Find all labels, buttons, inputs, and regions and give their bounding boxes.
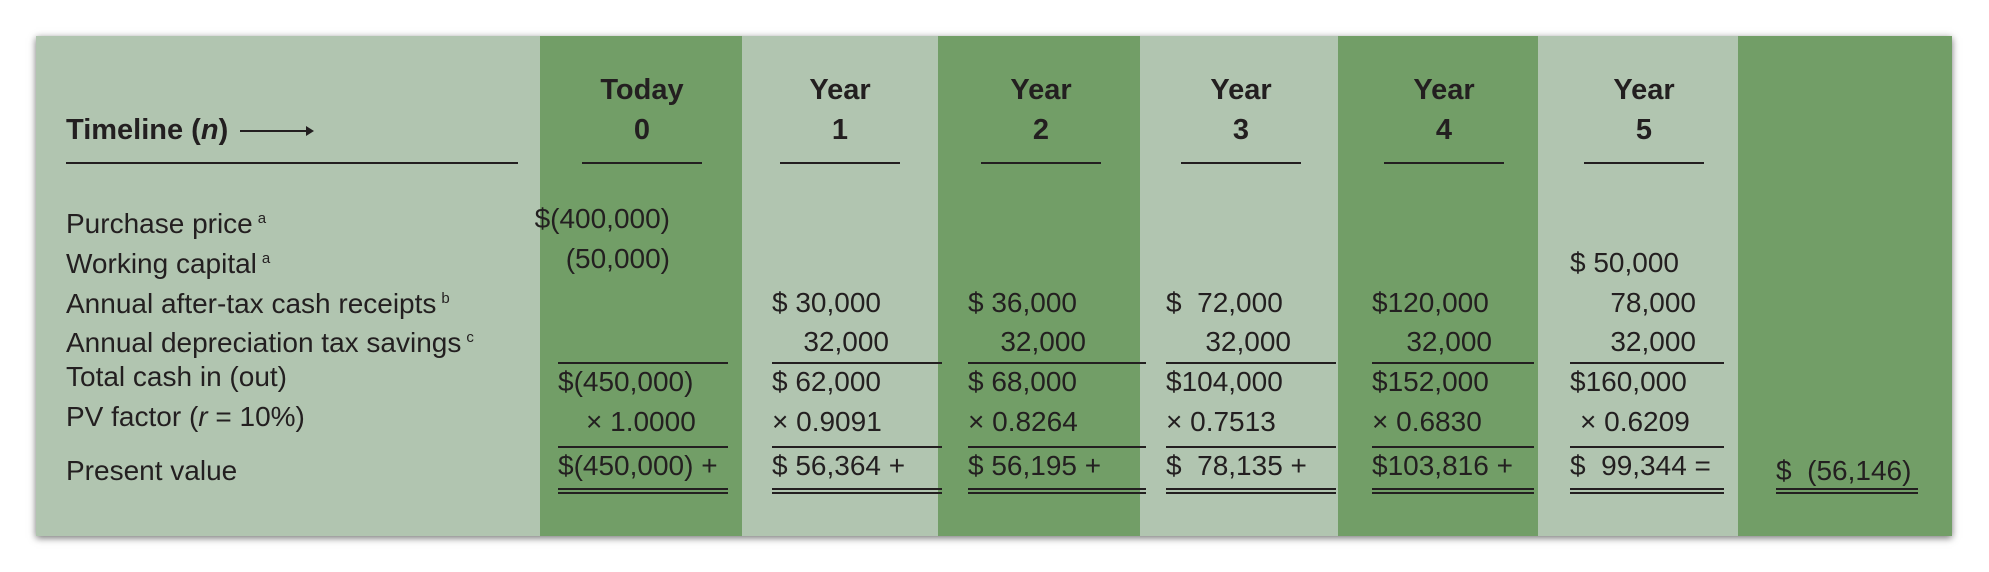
cell-year1-pv-factor: × 0.9091 — [772, 406, 882, 437]
total-double-line-year2 — [968, 488, 1146, 494]
cell-year3-total-cash: $104,000 — [1166, 366, 1283, 397]
column-year2 — [938, 36, 1140, 536]
cell-year1-total-cash: $ 62,000 — [772, 366, 881, 397]
header-year3: Year 3 — [1210, 74, 1272, 146]
pv-line-today — [558, 446, 728, 448]
net-present-value: $ (56,146) — [1776, 455, 1912, 486]
row-label-total-cash: Total cash in (out) — [66, 361, 287, 392]
cell-year5-cash-receipts: 78,000 — [1610, 287, 1696, 318]
subtotal-line-year5 — [1570, 362, 1724, 364]
subtotal-line-year1 — [772, 362, 942, 364]
cell-year1-cash-receipts: $ 30,000 — [772, 287, 881, 318]
cell-year2-pv-factor: × 0.8264 — [968, 406, 1078, 437]
cell-year3-present-value: $ 78,135 + — [1166, 450, 1307, 481]
cell-today-purchase-price: $(400,000) — [534, 203, 670, 234]
column-year1 — [742, 36, 938, 536]
total-double-line-year4 — [1372, 488, 1534, 494]
cell-year3-cash-receipts: $ 72,000 — [1166, 287, 1283, 318]
cell-year1-depreciation: 32,000 — [803, 326, 889, 357]
header-year1: Year 1 — [809, 74, 871, 146]
pv-line-year3 — [1166, 446, 1336, 448]
header-year2: Year 2 — [1010, 74, 1072, 146]
cell-year5-depreciation: 32,000 — [1610, 326, 1696, 357]
cell-today-pv-factor: × 1.0000 — [586, 406, 696, 437]
cell-year2-cash-receipts: $ 36,000 — [968, 287, 1077, 318]
total-double-line-year5 — [1570, 488, 1724, 494]
header-today-underline — [582, 162, 702, 164]
timeline-label: Timeline (n) — [66, 110, 315, 150]
header-year1-underline — [780, 162, 900, 164]
column-today — [540, 36, 742, 536]
cell-today-total-cash: $(450,000) — [558, 366, 694, 397]
column-year4 — [1338, 36, 1538, 536]
cell-year5-pv-factor: × 0.6209 — [1580, 406, 1690, 437]
subtotal-line-year2 — [968, 362, 1146, 364]
row-label-pv-factor: PV factor (r = 10%) — [66, 401, 305, 432]
cell-year3-depreciation: 32,000 — [1205, 326, 1291, 357]
header-year3-underline — [1181, 162, 1301, 164]
total-double-line-today — [558, 488, 728, 494]
cell-year4-total-cash: $152,000 — [1372, 366, 1489, 397]
pv-line-year1 — [772, 446, 942, 448]
cell-year4-present-value: $103,816 + — [1372, 450, 1513, 481]
header-today: Today 0 — [600, 74, 684, 146]
column-npv — [1738, 36, 1952, 536]
header-year5: Year 5 — [1613, 74, 1675, 146]
cell-year5-present-value: $ 99,344 = — [1570, 450, 1711, 481]
header-year5-underline — [1584, 162, 1704, 164]
cell-year3-pv-factor: × 0.7513 — [1166, 406, 1276, 437]
cell-year2-depreciation: 32,000 — [1000, 326, 1086, 357]
row-label-cash-receipts: Annual after-tax cash receipts b — [66, 288, 450, 319]
cell-today-working-capital: (50,000) — [565, 243, 670, 274]
header-year4: Year 4 — [1413, 74, 1475, 146]
subtotal-line-year3 — [1166, 362, 1336, 364]
header-year4-underline — [1384, 162, 1504, 164]
cell-year4-pv-factor: × 0.6830 — [1372, 406, 1482, 437]
cell-year5-working-capital: $ 50,000 — [1570, 247, 1679, 278]
cell-year2-present-value: $ 56,195 + — [968, 450, 1102, 481]
subtotal-line-today — [558, 362, 728, 364]
npv-table-panel: Timeline (n) Today 0 Year 1 Year 2 Year 3 Ye… — [36, 36, 1952, 536]
cell-today-present-value: $(450,000) + — [558, 450, 718, 481]
pv-line-year4 — [1372, 446, 1534, 448]
npv-double-line — [1776, 488, 1918, 494]
total-double-line-year1 — [772, 488, 942, 494]
subtotal-line-year4 — [1372, 362, 1534, 364]
header-year2-underline — [981, 162, 1101, 164]
cell-year4-depreciation: 32,000 — [1406, 326, 1492, 357]
pv-line-year2 — [968, 446, 1146, 448]
row-label-purchase-price: Purchase price a — [66, 208, 267, 239]
row-label-present-value: Present value — [66, 455, 238, 486]
pv-line-year5 — [1570, 446, 1724, 448]
cell-year2-total-cash: $ 68,000 — [968, 366, 1077, 397]
cell-year5-total-cash: $160,000 — [1570, 366, 1687, 397]
timeline-underline — [66, 162, 518, 164]
row-label-depreciation: Annual depreciation tax savings c — [66, 327, 474, 358]
cell-year4-cash-receipts: $120,000 — [1372, 287, 1489, 318]
arrow-right-icon — [240, 126, 315, 137]
column-year5 — [1538, 36, 1738, 536]
row-label-working-capital: Working capital a — [66, 248, 271, 279]
total-double-line-year3 — [1166, 488, 1336, 494]
column-year3 — [1140, 36, 1338, 536]
cell-year1-present-value: $ 56,364 + — [772, 450, 906, 481]
